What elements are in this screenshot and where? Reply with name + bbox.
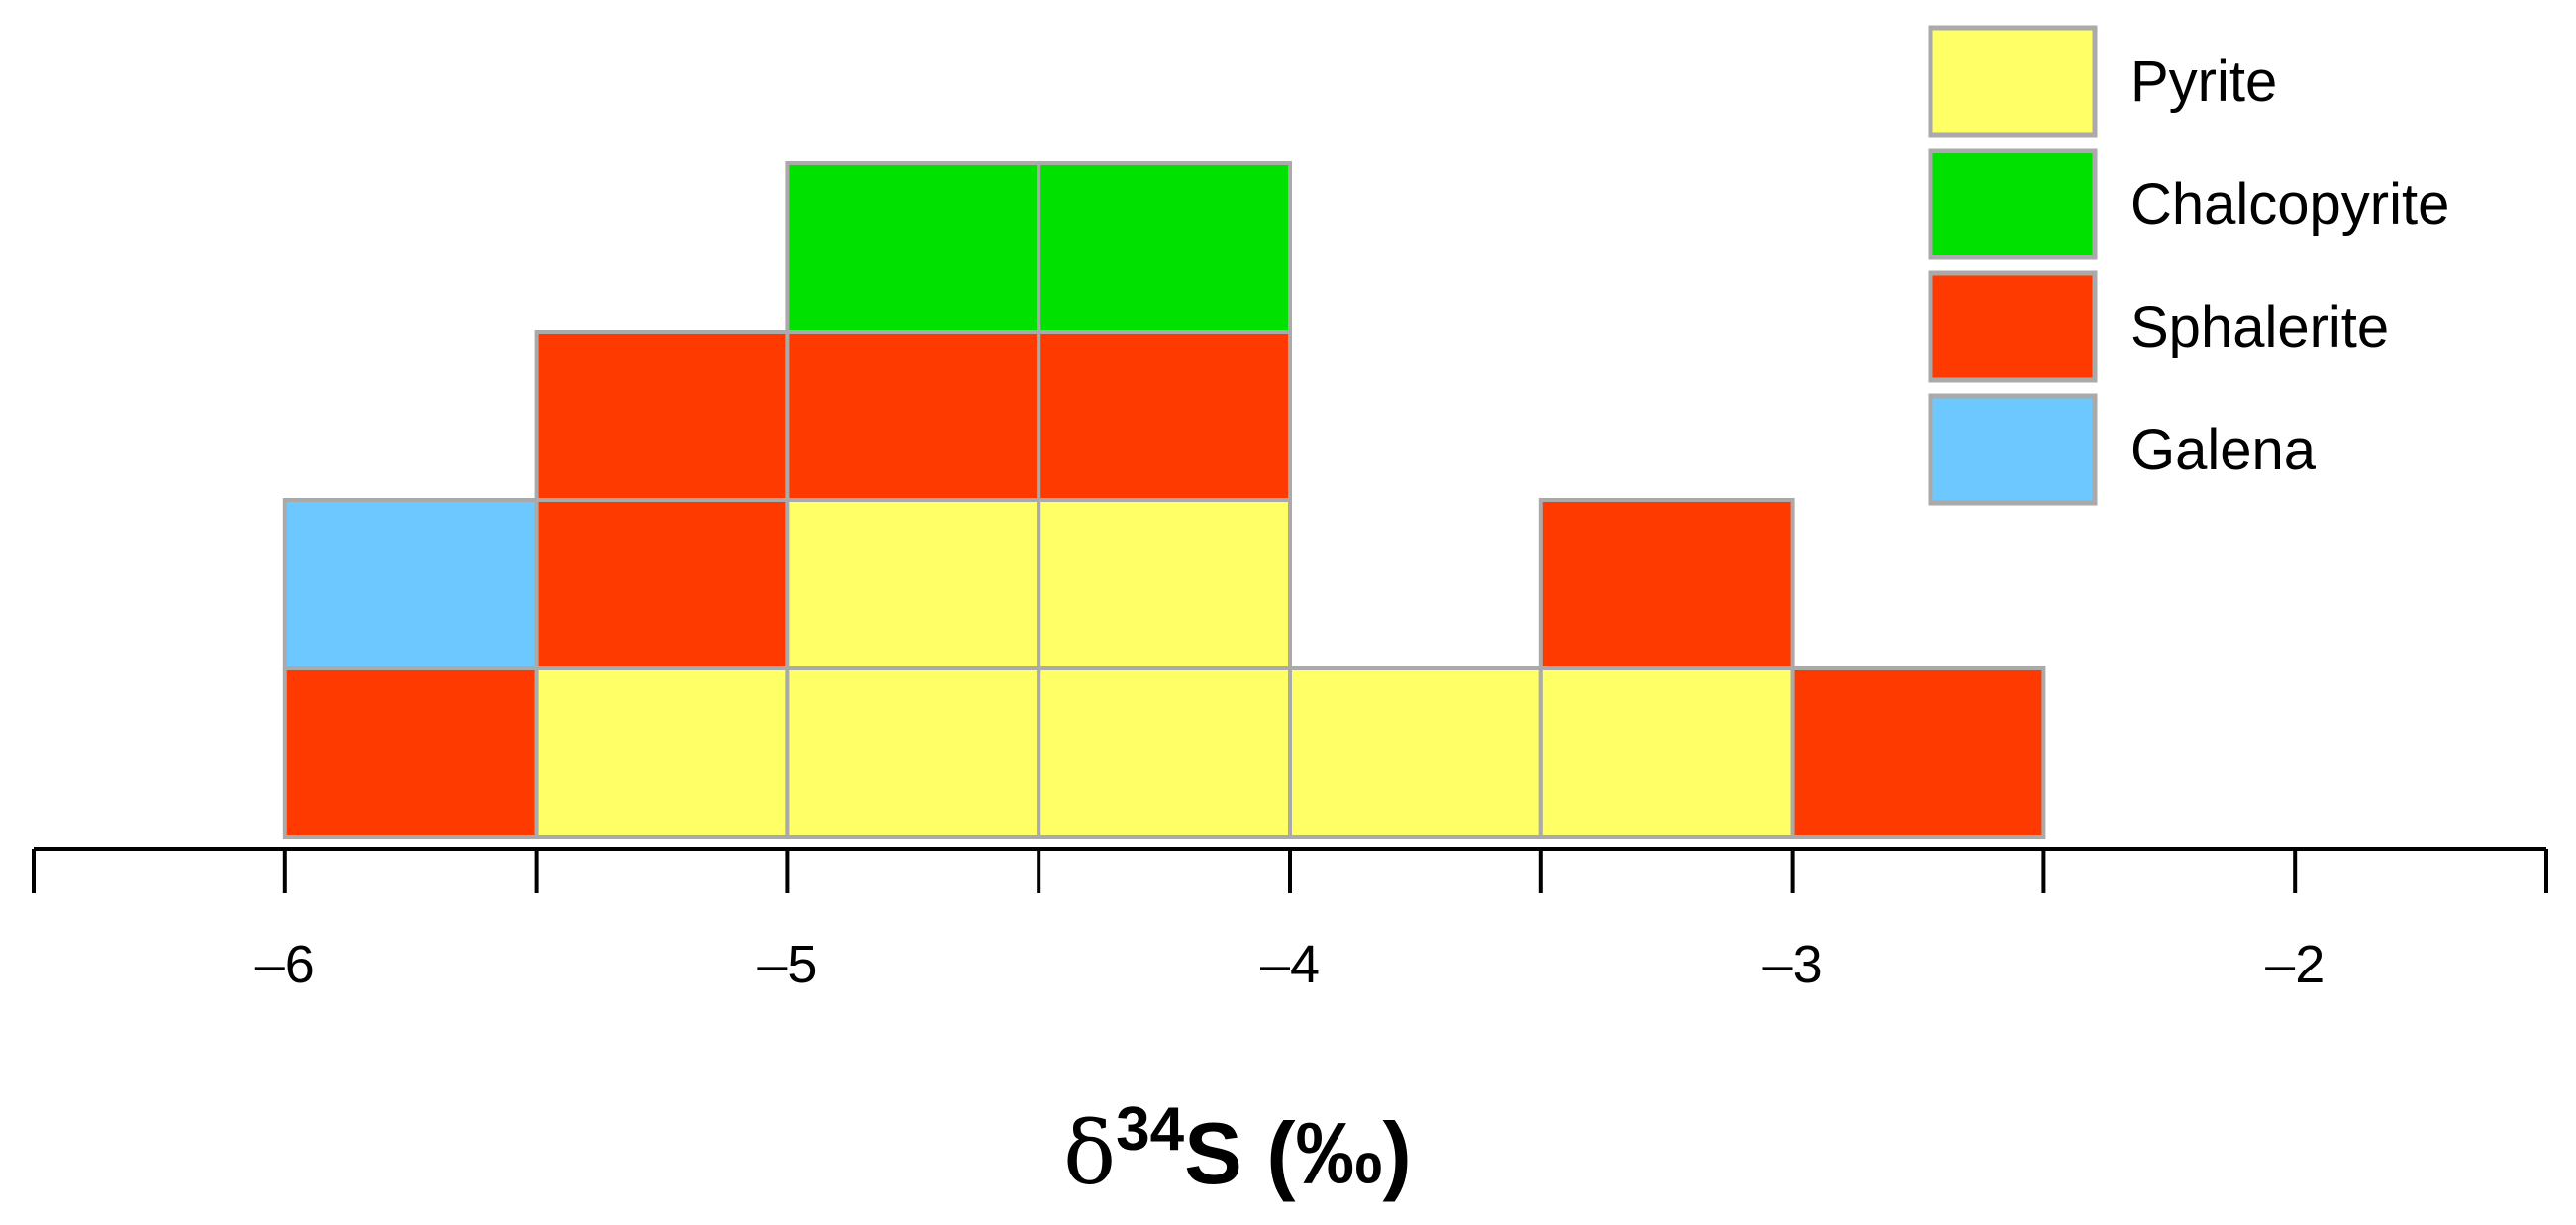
legend-swatch-chalcopyrite xyxy=(1928,148,2098,260)
box-sphalerite-bin1-level1 xyxy=(534,498,790,670)
box-pyrite-bin2-level0 xyxy=(785,666,1041,839)
x-tick-label: –6 xyxy=(255,935,315,994)
box-chalcopyrite-bin3-level3 xyxy=(1037,161,1292,334)
x-axis-title: δ34S (‰) xyxy=(1063,1095,1412,1204)
legend-label-chalcopyrite: Chalcopyrite xyxy=(2130,172,2449,237)
box-pyrite-bin2-level1 xyxy=(785,498,1041,670)
histogram-boxes xyxy=(282,161,2046,839)
x-axis: –6 –5 –4 –3 –2 xyxy=(32,847,2548,994)
box-pyrite-bin4-level0 xyxy=(1288,666,1543,839)
x-tick-label: –5 xyxy=(757,935,817,994)
box-sphalerite-bin6-level0 xyxy=(1790,666,2046,839)
legend: Pyrite Chalcopyrite Sphalerite Galena xyxy=(1928,25,2449,506)
box-pyrite-bin1-level0 xyxy=(534,666,790,839)
legend-label-sphalerite: Sphalerite xyxy=(2130,295,2389,359)
legend-label-galena: Galena xyxy=(2130,418,2317,482)
box-sphalerite-bin3-level2 xyxy=(1037,330,1292,502)
legend-swatch-sphalerite xyxy=(1928,270,2098,383)
legend-swatch-galena xyxy=(1928,393,2098,506)
box-galena-bin0-level1 xyxy=(282,498,539,670)
legend-swatch-pyrite xyxy=(1928,25,2098,138)
box-sphalerite-bin5-level1 xyxy=(1538,498,1795,670)
box-sphalerite-bin2-level2 xyxy=(785,330,1041,502)
box-sphalerite-bin1-level2 xyxy=(534,330,790,502)
x-axis-ticks xyxy=(32,849,2548,893)
box-chalcopyrite-bin2-level3 xyxy=(785,161,1041,334)
box-pyrite-bin3-level1 xyxy=(1037,498,1292,670)
x-tick-label: –3 xyxy=(1763,935,1823,994)
x-tick-label: –4 xyxy=(1260,935,1320,994)
box-pyrite-bin5-level0 xyxy=(1538,666,1795,839)
box-sphalerite-bin0-level0 xyxy=(282,666,539,839)
legend-label-pyrite: Pyrite xyxy=(2130,50,2277,114)
box-pyrite-bin3-level0 xyxy=(1037,666,1292,839)
x-tick-label: –2 xyxy=(2265,935,2325,994)
x-axis-tick-labels: –6 –5 –4 –3 –2 xyxy=(255,935,2325,994)
